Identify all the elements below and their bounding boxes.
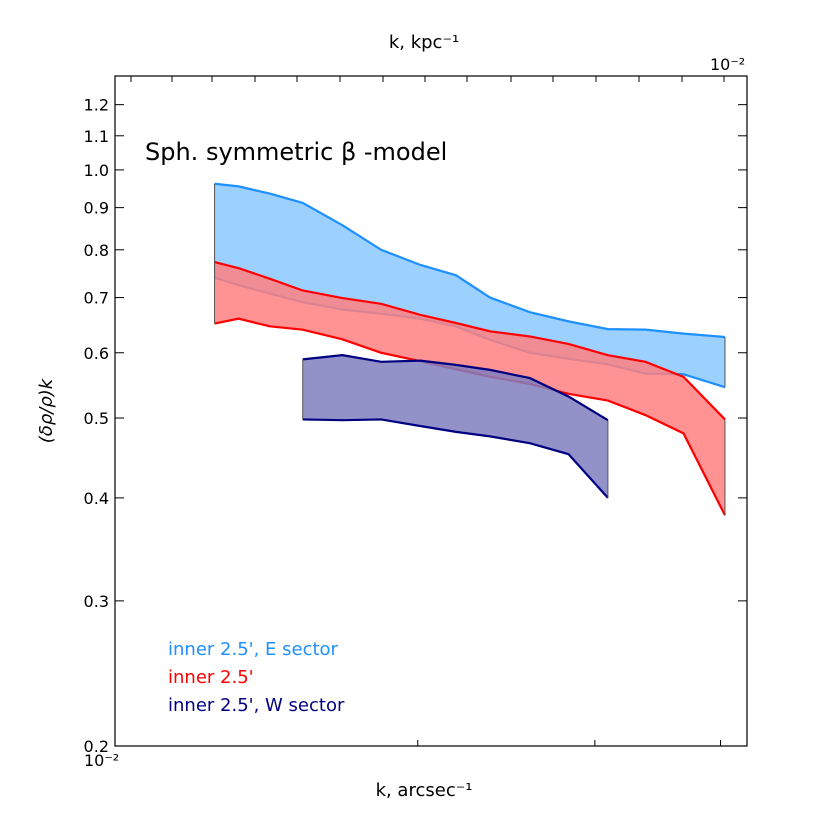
legend-entry-2: inner 2.5', W sector: [168, 695, 345, 716]
y-tick-label: 0.5: [84, 409, 109, 428]
band-upper-line: [302, 354, 609, 422]
band-lower-line: [302, 418, 609, 499]
band-fill: [214, 262, 725, 516]
y-tick-label: 0.4: [84, 489, 109, 508]
y-tick-label: 1.2: [84, 96, 109, 115]
y-tick-label: 0.3: [84, 592, 109, 611]
y-tick-label: 0.2: [84, 737, 109, 756]
x2-axis-title: k, kpc⁻¹: [389, 32, 459, 53]
band-upper-line: [214, 182, 726, 339]
legend: inner 2.5', E sector inner 2.5' inner 2.5'…: [168, 639, 345, 716]
band-fill: [302, 355, 608, 498]
legend-entry-1: inner 2.5': [168, 667, 254, 688]
plot-frame: [114, 75, 748, 747]
bands-layer: [214, 182, 726, 516]
y-tick-label: 1.0: [84, 161, 109, 180]
y-tick-label: 0.8: [84, 241, 109, 260]
y-tick-label: 0.6: [84, 344, 109, 363]
y-tick-label: 1.1: [84, 127, 109, 146]
series-band-2: [302, 354, 609, 499]
band-upper-line: [214, 261, 726, 421]
y-axis-title: (δρ/ρ)k: [36, 377, 57, 443]
x-tick-label: 10⁻²: [84, 751, 119, 770]
x2-tick-label: 10⁻²: [710, 55, 745, 74]
x-axis-title: k, arcsec⁻¹: [376, 780, 473, 801]
chart-title: Sph. symmetric β -model: [145, 138, 447, 166]
y-tick-label: 0.7: [84, 289, 109, 308]
y-tick-label: 0.9: [84, 199, 109, 218]
legend-entry-0: inner 2.5', E sector: [168, 639, 339, 660]
ticks-layer: 0.2 0.3 0.4 0.5 0.6 0.7 0.8 0.9 1.0 1.1 1.2: [84, 76, 747, 756]
